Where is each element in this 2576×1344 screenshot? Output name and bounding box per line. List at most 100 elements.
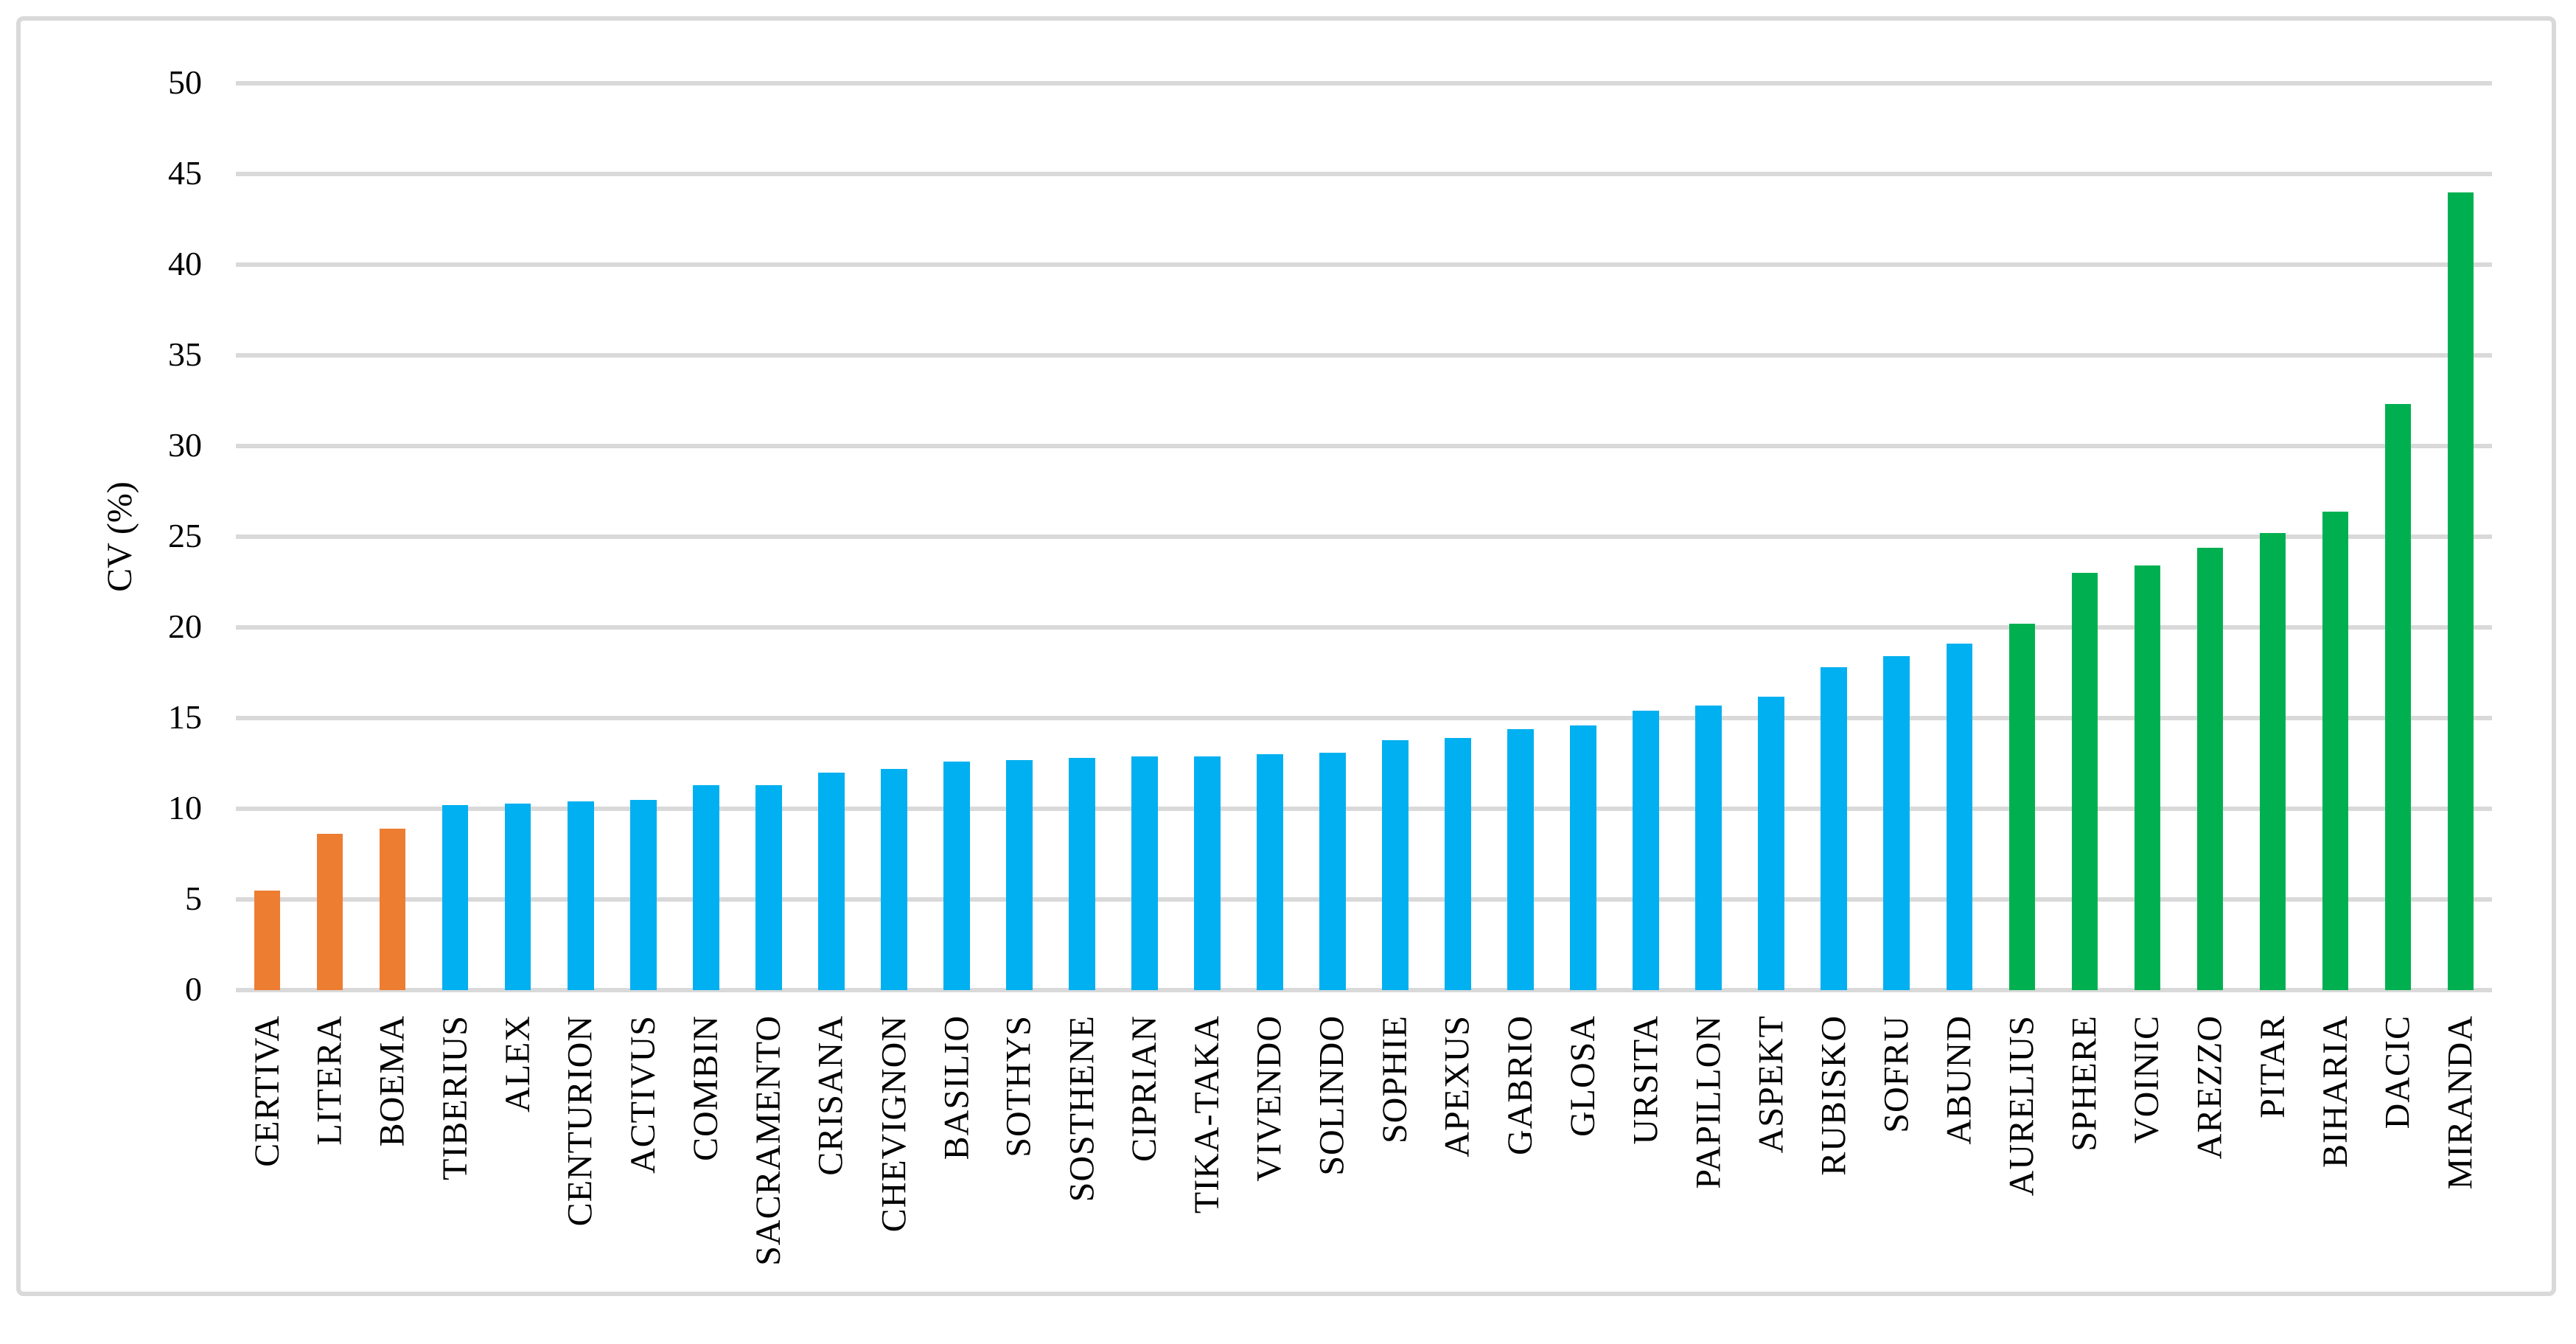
bar-slot: [925, 83, 988, 990]
x-label-slot: SPHERE: [2053, 990, 2116, 1315]
figure-frame: [16, 16, 2556, 1296]
bar-ursita: [1633, 711, 1660, 990]
x-category-label: SOFRU: [1877, 1015, 1916, 1133]
x-category-label: ACTIVUS: [623, 1015, 663, 1174]
bar-slot: [1865, 83, 1928, 990]
x-category-label: SPHERE: [2064, 1015, 2104, 1152]
x-label-slot: TIBERIUS: [424, 990, 486, 1315]
x-label-slot: SOTHYS: [988, 990, 1050, 1315]
y-tick-label-5: 5: [185, 880, 202, 918]
gridline-35: [236, 353, 2492, 358]
bar-slot: [2053, 83, 2116, 990]
gridline-10: [236, 807, 2492, 811]
x-category-label: SOTHYS: [999, 1015, 1039, 1157]
bar-slot: [299, 83, 361, 990]
x-category-label: SACRAMENTO: [748, 1015, 788, 1266]
x-category-label: COMBIN: [685, 1015, 725, 1162]
x-category-label: PAPILLON: [1689, 1015, 1728, 1189]
bar-slot: [988, 83, 1050, 990]
x-label-slot: CERTIVA: [236, 990, 299, 1315]
x-label-slot: TIKA-TAKA: [1176, 990, 1238, 1315]
bar-slot: [1991, 83, 2053, 990]
x-category-label: GLOSA: [1563, 1015, 1603, 1138]
x-category-label: TIBERIUS: [435, 1015, 475, 1180]
x-category-label: CHEVIGNON: [873, 1015, 913, 1233]
bar-activus: [629, 799, 657, 990]
gridline-25: [236, 535, 2492, 539]
y-tick-label-25: 25: [168, 517, 202, 555]
gridlines: [236, 81, 2492, 992]
y-tick-label-50: 50: [168, 63, 202, 102]
bar-slot: [361, 83, 424, 990]
bar-slot: [486, 83, 549, 990]
x-label-slot: CENTURION: [549, 990, 612, 1315]
bar-tiberius: [441, 805, 469, 990]
bar-dacic: [2384, 404, 2412, 990]
x-label-slot: URSITA: [1615, 990, 1678, 1315]
x-category-label: CIPRIAN: [1124, 1015, 1164, 1163]
x-label-slot: GLOSA: [1552, 990, 1615, 1315]
x-label-slot: SOLINDO: [1302, 990, 1364, 1315]
bar-sosthene: [1069, 758, 1095, 990]
bar-slot: [862, 83, 925, 990]
bar-slot: [1302, 83, 1364, 990]
x-label-slot: GABRIO: [1490, 990, 1552, 1315]
x-category-label: SOLINDO: [1313, 1015, 1352, 1176]
y-axis-title: CV (%): [100, 481, 139, 592]
bar-vivendo: [1257, 754, 1283, 990]
bar-tika-taka: [1194, 756, 1221, 990]
x-label-slot: VIVENDO: [1239, 990, 1302, 1315]
x-label-slot: ASPEKT: [1740, 990, 1803, 1315]
bar-slot: [1552, 83, 1615, 990]
x-label-slot: PAPILLON: [1678, 990, 1740, 1315]
x-category-label: DACIC: [2378, 1015, 2418, 1129]
gridline-20: [236, 625, 2492, 630]
bar-centurion: [567, 801, 594, 990]
bar-slot: [1490, 83, 1552, 990]
x-category-label: VIVENDO: [1250, 1015, 1290, 1182]
x-axis-labels-row: CERTIVA LITERA BOEMA TIBERIUS ALEX CENTURION A…: [236, 990, 2492, 1315]
x-category-label: GABRIO: [1501, 1015, 1540, 1156]
x-category-label: AREZZO: [2190, 1015, 2230, 1160]
bar-slot: [612, 83, 674, 990]
bar-gabrio: [1507, 728, 1534, 990]
gridline-50: [236, 81, 2492, 86]
bar-biharia: [2322, 511, 2349, 990]
x-label-slot: RUBISKO: [1803, 990, 1865, 1315]
x-category-label: AURELIUS: [2002, 1015, 2042, 1197]
x-category-label: CRISANA: [811, 1015, 851, 1176]
bar-boema: [379, 829, 406, 990]
x-label-slot: BASILIO: [925, 990, 988, 1315]
y-tick-label-45: 45: [168, 154, 202, 192]
x-label-slot: ACTIVUS: [612, 990, 674, 1315]
y-tick-label-0: 0: [185, 970, 202, 1009]
y-tick-label-35: 35: [168, 335, 202, 374]
bar-slot: [1113, 83, 1176, 990]
gridline-45: [236, 172, 2492, 176]
x-label-slot: SOPHIE: [1364, 990, 1427, 1315]
bar-aspekt: [1758, 696, 1785, 990]
bar-slot: [2429, 83, 2492, 990]
gridline-40: [236, 262, 2492, 267]
x-label-slot: SOSTHENE: [1050, 990, 1113, 1315]
bar-aurelius: [2008, 624, 2036, 990]
x-category-label: PITAR: [2252, 1015, 2292, 1118]
bar-slot: [674, 83, 737, 990]
x-label-slot: CIPRIAN: [1113, 990, 1176, 1315]
bar-ciprian: [1131, 756, 1158, 990]
bar-solindo: [1319, 752, 1346, 990]
bar-certiva: [254, 890, 281, 990]
bar-slot: [2367, 83, 2429, 990]
x-label-slot: PITAR: [2241, 990, 2304, 1315]
gridline-0: [236, 988, 2492, 992]
bar-slot: [1803, 83, 1865, 990]
x-label-slot: BOEMA: [361, 990, 424, 1315]
x-category-label: BASILIO: [936, 1015, 976, 1160]
x-category-label: RUBISKO: [1814, 1015, 1854, 1176]
y-tick-label-20: 20: [168, 607, 202, 646]
x-category-label: ALEX: [498, 1015, 537, 1113]
x-axis-labels: CERTIVA LITERA BOEMA TIBERIUS ALEX CENTURION A…: [236, 990, 2492, 1315]
bar-slot: [1678, 83, 1740, 990]
bar-arezzo: [2196, 547, 2224, 990]
